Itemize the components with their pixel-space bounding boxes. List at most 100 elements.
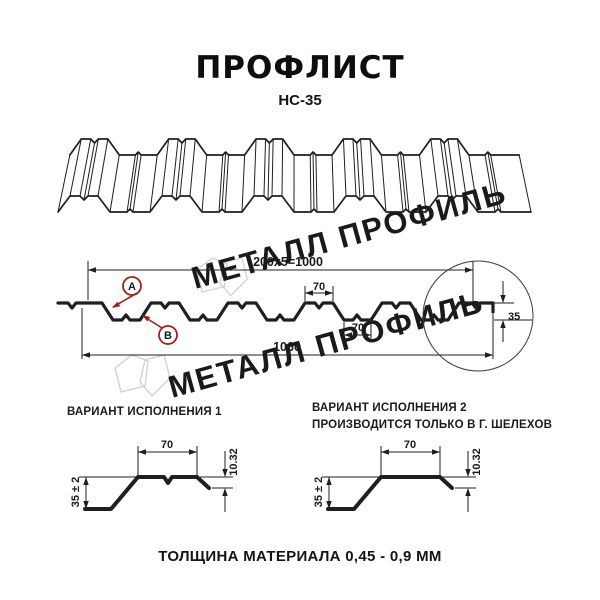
sheet-rib-edge [487,151,499,210]
sheet-rib-edge [443,142,453,201]
sheet-far-profile-edge [69,138,521,156]
sheet-rib-edge [315,154,318,213]
logo-right-polygon [139,354,171,398]
callout-b-circle [158,325,178,345]
variant2-header-line2: ПРОИЗВОДИТСЯ ТОЛЬКО В Г. ШЕЛЕХОВ [312,418,553,431]
sheet-rib-edge [69,138,82,197]
dim-arrowhead [82,352,90,358]
sheet-rib-edge [369,138,375,197]
cross-section-drawing [56,260,534,372]
sheet-rib-edge [267,142,270,201]
sheet-rib-edge [224,154,229,213]
sheet-rib-edge [490,154,502,213]
dim-arrowhead [222,488,228,496]
variant1-profile [83,475,211,511]
cross-section-profile [56,301,495,322]
sheet-rib-edge [360,138,365,197]
dim-arrowhead [83,477,89,485]
page-title: ПРОФЛИСТ [195,50,405,86]
sheet-rib-edge [447,138,457,197]
dim-arrowhead [485,352,493,358]
dim-arrowhead [381,449,389,455]
sheet-rib-edge [484,154,496,213]
variant-drawings [79,446,476,512]
brand-logo-outline [114,354,171,398]
logo-left-polygon [196,257,228,293]
brand-logo-outline [196,257,249,297]
dim-label-total-width: 1060 [273,340,301,354]
dim-arrowhead [465,488,471,496]
sheet-rib-edge [518,154,532,213]
dim-arrowhead [344,332,352,338]
dim-label-crest-width: 70 [313,281,325,293]
sheet-rib-edge [83,142,96,201]
sheet-near-profile-edge [57,195,532,213]
sheet-rib-edge [57,154,71,213]
dim-arrowhead [88,267,96,273]
sheet-rib-edge [129,151,139,210]
dim-arrowhead [326,477,332,485]
material-thickness-note: ТОЛЩИНА МАТЕРИАЛА 0,45 - 0,9 ММ [158,548,442,565]
sheet-rib-edge [309,154,312,213]
sheet-rib-edge [439,138,449,197]
sheet-rib-edge [241,154,246,213]
variant1-header: ВАРИАНТ ИСПОЛНЕНИЯ 1 [67,406,222,418]
sheet-rib-edge [356,142,361,201]
sheet-rib-edge [456,138,467,197]
dim-arrowhead [326,501,332,509]
dim-label-module-width: 200x5=1000 [253,255,323,269]
dim-arrowhead [305,290,313,296]
sheet-rib-edge [132,154,142,213]
dim-arrowhead [138,449,146,455]
variant1-dim-top-width: 70 [161,439,173,451]
sheet-rib-edge [430,138,439,197]
sheet-rib-edge [79,138,92,197]
logo-right-polygon [219,257,249,297]
dim-label-valley-width: 70 [352,322,364,334]
sheet-rib-edge [331,154,335,213]
variant2-dim-height: 35 ± 2 [313,477,325,508]
detail-view-circle [422,260,534,372]
sheet-rib-edge [271,138,274,197]
variant1-dim-height: 35 ± 2 [70,477,82,508]
sheet-rib-edge [380,154,387,213]
sheet-rib-edge [109,154,120,213]
sheet-rib-edge [253,138,257,197]
dim-arrowhead [500,320,506,328]
callout-a-arrowhead [112,301,121,308]
sheet-rib-edge [189,138,196,197]
sheet-rib-edge [399,151,407,210]
dim-arrowhead [363,332,371,338]
sheet-rib-edge [468,154,479,213]
dim-arrowhead [465,267,473,273]
dim-arrowhead [325,290,333,296]
callout-b-arrowhead [142,315,151,322]
dim-arrowhead [83,501,89,509]
variant2-dim-edge-drop: 10.32 [471,448,483,476]
dim-arrowhead [189,449,197,455]
sheet-rib-edge [201,154,208,213]
logo-left-polygon [114,354,149,393]
sheet-rib-edge [397,154,404,213]
profile-sheet-3d-drawing [57,138,532,213]
watermark-text: МЕТАЛЛ ПРОФИЛЬ [188,175,511,296]
dim-arrowhead [432,449,440,455]
sheet-rib-edge [97,138,109,197]
variant2-header: ВАРИАНТ ИСПОЛНЕНИЯ 2 ПРОИЗВОДИТСЯ ТОЛЬКО… [312,400,552,433]
sheet-rib-edge [281,138,284,197]
sheet-rib-edge [218,154,224,213]
dim-label-profile-height: 35 [508,311,520,323]
variant1-dim-edge-drop: 10.32 [228,448,240,476]
callout-a-label: А [128,281,136,293]
sheet-rib-edge [263,138,267,197]
variant2-profile [326,475,454,511]
dim-arrowhead [500,295,506,303]
sheet-rib-edge [418,154,427,213]
variant2-dim-top-width: 70 [404,439,416,451]
sheet-rib-edge [221,151,227,210]
sheet-rib-edge [87,138,99,197]
sheet-rib-edge [175,142,183,201]
sheet-rib-edge [312,151,315,210]
sheet-rib-edge [171,138,179,197]
